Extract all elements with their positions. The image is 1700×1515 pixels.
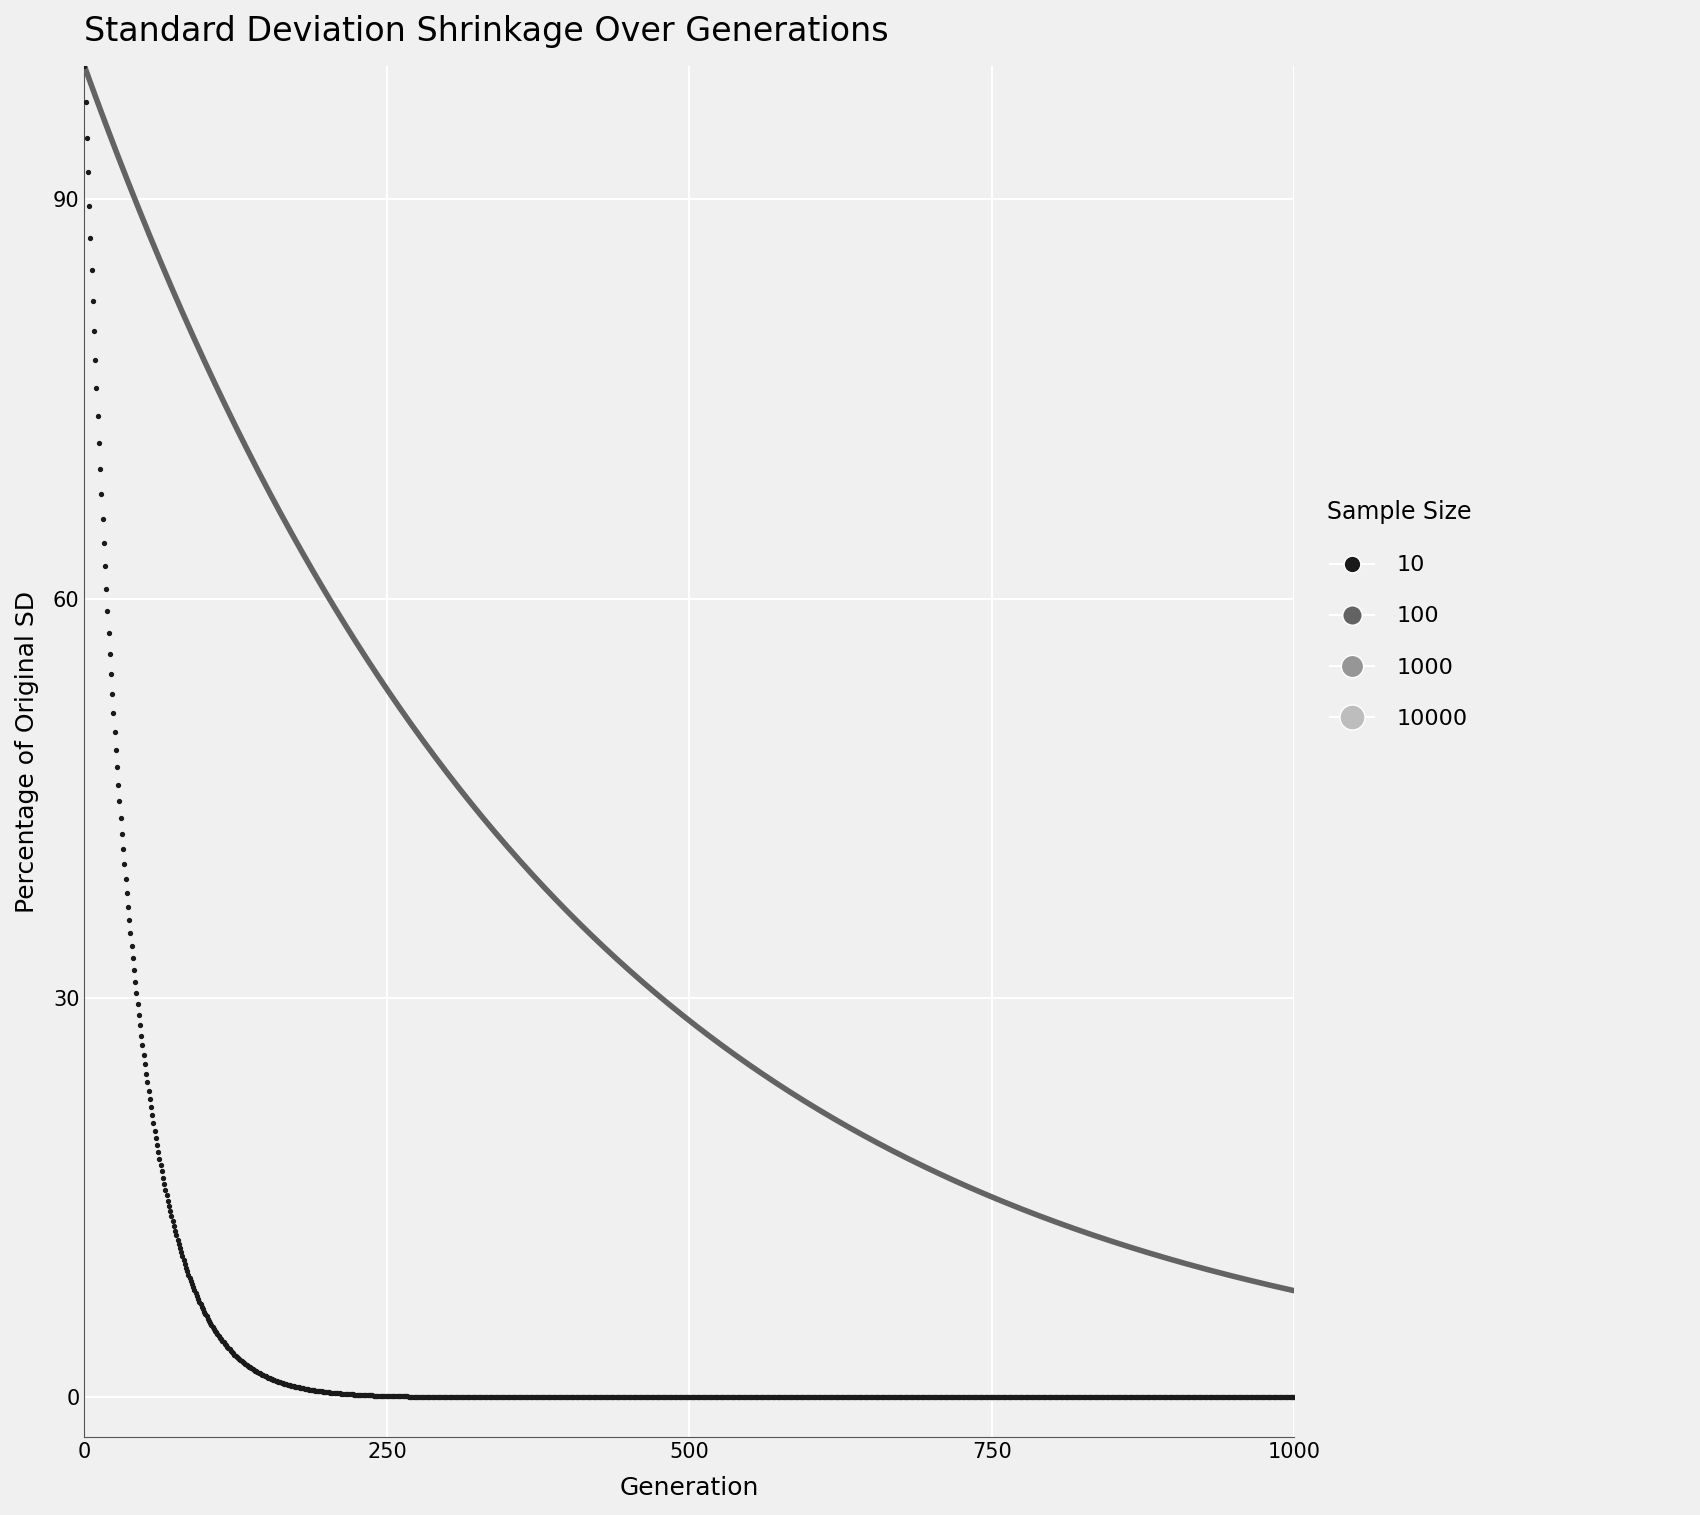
Legend: 10, 100, 1000, 10000: 10, 100, 1000, 10000 <box>1318 491 1481 738</box>
Text: Standard Deviation Shrinkage Over Generations: Standard Deviation Shrinkage Over Genera… <box>85 15 889 48</box>
X-axis label: Generation: Generation <box>620 1476 760 1500</box>
Y-axis label: Percentage of Original SD: Percentage of Original SD <box>15 591 39 912</box>
